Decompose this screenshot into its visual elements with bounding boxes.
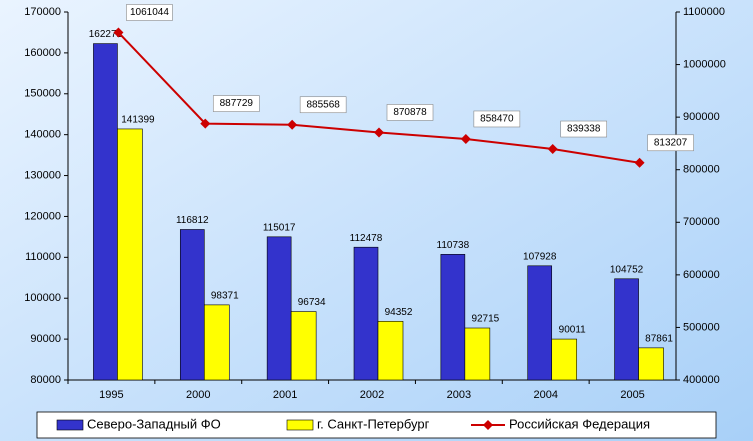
x-tick-label: 2000 [186, 389, 210, 401]
y2-tick-label: 800000 [683, 164, 720, 176]
point-label: 858470 [480, 114, 514, 125]
marker [113, 27, 124, 38]
bar-label: 115017 [263, 222, 296, 233]
y-tick-label: 140000 [24, 129, 61, 141]
bar [353, 246, 379, 381]
bar [203, 304, 230, 381]
y-tick-label: 90000 [30, 333, 61, 345]
label-box [126, 4, 173, 21]
y-tick-label: 130000 [24, 169, 61, 181]
label-box [212, 95, 260, 112]
x-tick-label: 1995 [99, 389, 123, 401]
bar-label: 94352 [385, 307, 413, 318]
bar-label: 110738 [437, 240, 470, 251]
y2-tick-label: 700000 [683, 216, 720, 228]
legend-swatch [286, 419, 314, 431]
x-tick-label: 2004 [533, 389, 557, 401]
bar [179, 229, 205, 381]
y-tick-label: 110000 [25, 251, 61, 263]
bar [440, 254, 466, 381]
marker [200, 118, 211, 129]
bar-label: 104752 [610, 264, 644, 275]
label-box [386, 104, 434, 121]
x-tick-label: 2005 [620, 389, 644, 401]
legend-marker [483, 420, 493, 430]
legend-label: Северо-Западный ФО [87, 416, 221, 431]
y2-tick-label: 400000 [683, 374, 720, 386]
y2-tick-label: 900000 [683, 111, 720, 123]
bar [266, 236, 292, 381]
y-tick-label: 100000 [24, 292, 61, 304]
bar-label: 92715 [471, 314, 499, 325]
bar [638, 347, 664, 381]
bar-label: 112478 [350, 233, 383, 244]
marker [547, 144, 558, 155]
x-tick-label: 2002 [360, 389, 384, 401]
y-tick-label: 150000 [24, 88, 61, 100]
marker [634, 157, 645, 168]
y-tick-label: 80000 [30, 374, 61, 386]
marker [460, 133, 471, 144]
bar-label: 87861 [645, 333, 673, 344]
point-label: 813207 [654, 137, 688, 148]
bar-label: 141399 [121, 115, 155, 126]
point-label: 885568 [306, 99, 340, 110]
label-box [299, 96, 347, 114]
bar [551, 338, 578, 381]
marker [374, 127, 384, 138]
y2-tick-label: 600000 [683, 269, 720, 281]
marker [287, 119, 298, 130]
x-tick-label: 2003 [447, 389, 471, 401]
bar [614, 278, 639, 381]
bar [290, 311, 317, 381]
point-label: 1061044 [130, 7, 169, 18]
y-tick-label: 160000 [24, 47, 61, 59]
legend-label: Российская Федерация [509, 416, 650, 431]
label-box [647, 134, 694, 152]
point-label: 839338 [567, 124, 601, 135]
bar [117, 128, 143, 381]
label-box [560, 120, 608, 138]
bar [93, 43, 118, 381]
label-box [473, 110, 521, 128]
bar-label: 90011 [559, 325, 587, 336]
y2-tick-label: 500000 [683, 321, 720, 333]
y2-tick-label: 1100000 [683, 6, 725, 18]
legend-swatch [56, 419, 84, 431]
bar-label: 98371 [211, 291, 239, 302]
bar-label: 96734 [298, 297, 326, 308]
legend-box [36, 411, 717, 439]
bar-label: 162271 [89, 29, 123, 40]
bar [527, 265, 553, 381]
y-tick-label: 170000 [24, 6, 61, 18]
bar-label: 107928 [523, 251, 557, 262]
bar [377, 321, 404, 381]
bar [464, 327, 491, 381]
y-tick-label: 120000 [24, 210, 61, 222]
x-tick-label: 2001 [273, 389, 297, 401]
point-label: 870878 [393, 107, 427, 118]
bar-label: 116812 [176, 215, 209, 226]
y2-tick-label: 1000000 [683, 58, 726, 70]
point-label: 887729 [220, 98, 254, 109]
legend-label: г. Санкт-Петербург [317, 416, 430, 431]
